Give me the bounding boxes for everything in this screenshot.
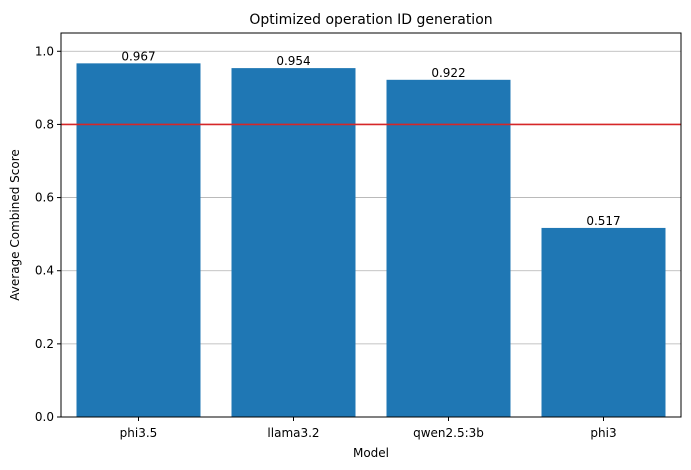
y-tick-label: 0.0	[35, 410, 54, 424]
bar	[231, 68, 356, 417]
x-tick-label: phi3.5	[120, 426, 158, 440]
y-axis-label: Average Combined Score	[8, 149, 22, 300]
x-axis-ticks: phi3.5 llama3.2 qwen2.5:3b phi3	[120, 417, 617, 440]
bar-value-label: 0.922	[431, 66, 465, 80]
y-tick-label: 0.4	[35, 264, 54, 278]
x-tick-label: qwen2.5:3b	[413, 426, 484, 440]
plot-frame	[60, 32, 682, 418]
bar-value-label: 0.517	[586, 214, 620, 228]
x-axis-label: Model	[353, 446, 389, 460]
bar	[541, 227, 666, 417]
y-axis-ticks: 0.0 0.2 0.4 0.6 0.8 1.0	[35, 44, 61, 424]
bars: 0.967 0.954 0.922 0.517	[76, 49, 666, 418]
bar-value-label: 0.967	[121, 49, 155, 63]
chart-title: Optimized operation ID generation	[249, 12, 492, 28]
bar	[386, 79, 511, 417]
bar-value-label: 0.954	[276, 54, 310, 68]
y-tick-label: 0.8	[35, 117, 54, 131]
y-tick-label: 0.6	[35, 191, 54, 205]
y-tick-label: 0.2	[35, 337, 54, 351]
x-tick-label: phi3	[590, 426, 616, 440]
bar	[76, 63, 201, 418]
x-tick-label: llama3.2	[267, 426, 319, 440]
y-tick-label: 1.0	[35, 44, 54, 58]
